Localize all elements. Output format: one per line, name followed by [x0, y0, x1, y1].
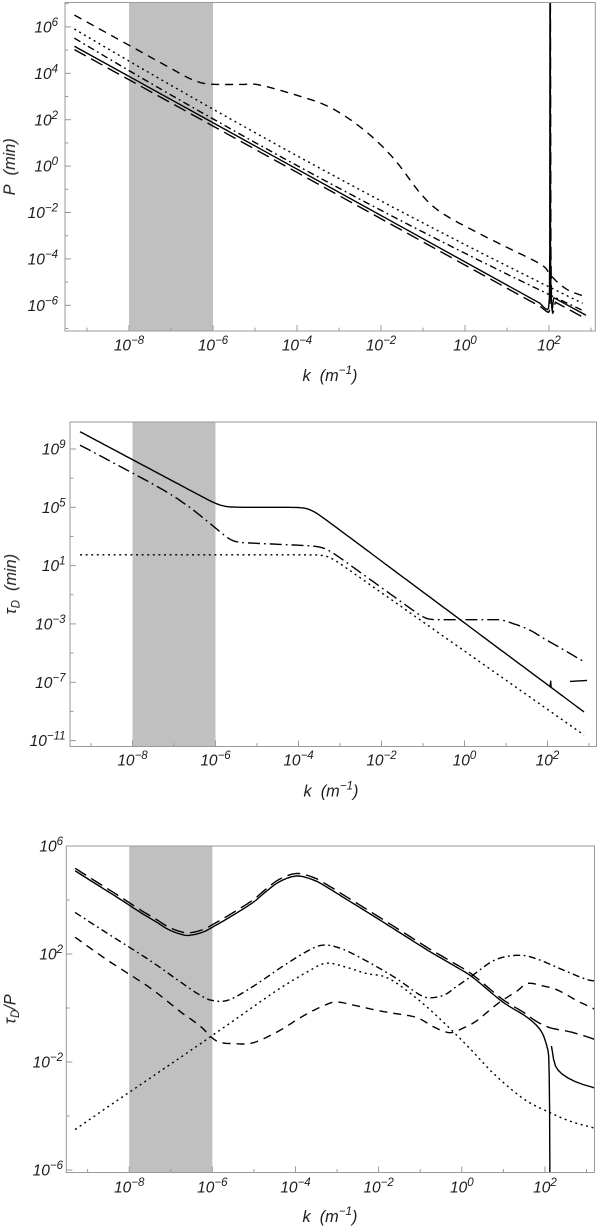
svg-text:τD (min): τD (min)	[2, 554, 22, 615]
svg-text:τD/P: τD/P	[2, 994, 22, 1024]
svg-text:P (min): P (min)	[1, 138, 19, 195]
